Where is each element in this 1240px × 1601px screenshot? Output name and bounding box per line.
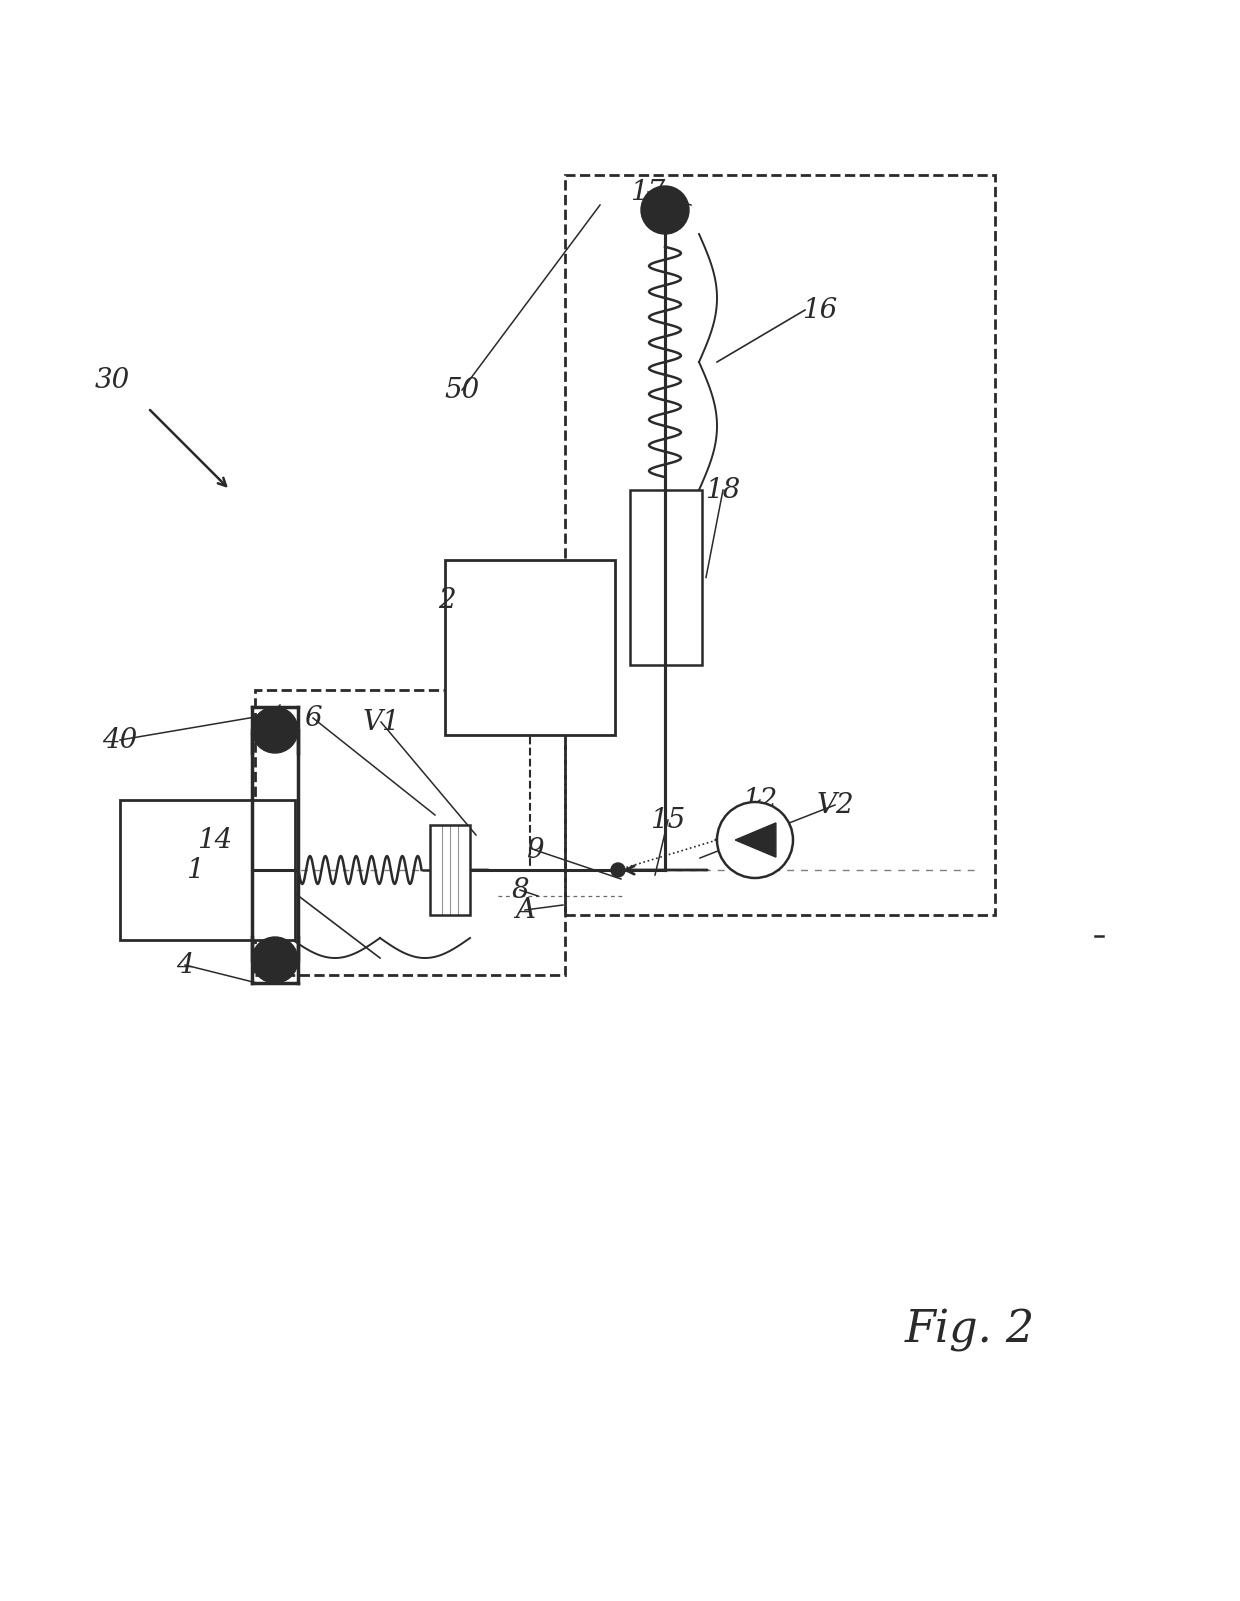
Text: Fig. 2: Fig. 2 (905, 1308, 1035, 1351)
Text: V1: V1 (362, 709, 399, 735)
Text: 50: 50 (444, 376, 480, 403)
Text: 6: 6 (304, 704, 322, 732)
Circle shape (252, 937, 298, 983)
Text: 30: 30 (94, 367, 130, 394)
Polygon shape (735, 823, 776, 857)
Text: 15: 15 (650, 807, 686, 834)
Text: 2: 2 (438, 586, 456, 613)
Bar (255, 690, 565, 975)
Text: 9: 9 (526, 836, 544, 863)
Text: 1: 1 (186, 857, 203, 884)
Text: 40: 40 (103, 727, 138, 754)
Bar (445, 560, 615, 735)
Bar (565, 175, 994, 916)
Bar (630, 490, 702, 664)
Text: 8: 8 (511, 876, 528, 903)
Bar (120, 800, 295, 940)
Circle shape (611, 863, 625, 877)
Text: 4: 4 (176, 951, 193, 978)
Text: 16: 16 (802, 296, 838, 323)
Bar (430, 825, 470, 916)
Text: 14: 14 (197, 826, 233, 853)
Text: 5: 5 (249, 714, 267, 741)
Text: A: A (515, 897, 534, 924)
Text: 17: 17 (630, 178, 666, 205)
Circle shape (717, 802, 794, 877)
Text: 12: 12 (743, 786, 777, 813)
Text: 18: 18 (706, 477, 740, 503)
Circle shape (252, 708, 298, 752)
Text: V2: V2 (816, 791, 854, 818)
Circle shape (641, 186, 689, 234)
